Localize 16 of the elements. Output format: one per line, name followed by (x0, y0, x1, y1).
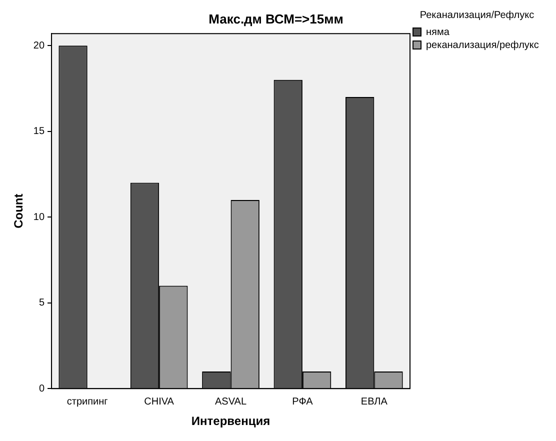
y-axis-title: Count (12, 194, 26, 228)
x-tick-label: ЕВЛА (360, 396, 388, 408)
x-tick-label: CHIVA (144, 396, 174, 408)
y-tick-label: 5 (38, 298, 45, 309)
x-tick-label: стрипинг (66, 396, 108, 408)
y-tick-label: 10 (33, 212, 45, 223)
legend-title: Реканализация/Рефлукс (420, 10, 534, 21)
y-tick-label: 15 (33, 126, 45, 138)
chart-title: Макс.дм ВСМ=>15мм (208, 11, 344, 26)
x-tick-label: РФА (292, 396, 314, 408)
x-axis-title: Интервенция (191, 414, 270, 428)
legend-label: реканализация/рефлукс (426, 40, 539, 51)
y-tick-label: 0 (38, 383, 45, 394)
x-tick-label: ASVAL (215, 396, 247, 408)
y-tick-label: 20 (33, 40, 45, 52)
legend-label: няма (426, 26, 450, 38)
